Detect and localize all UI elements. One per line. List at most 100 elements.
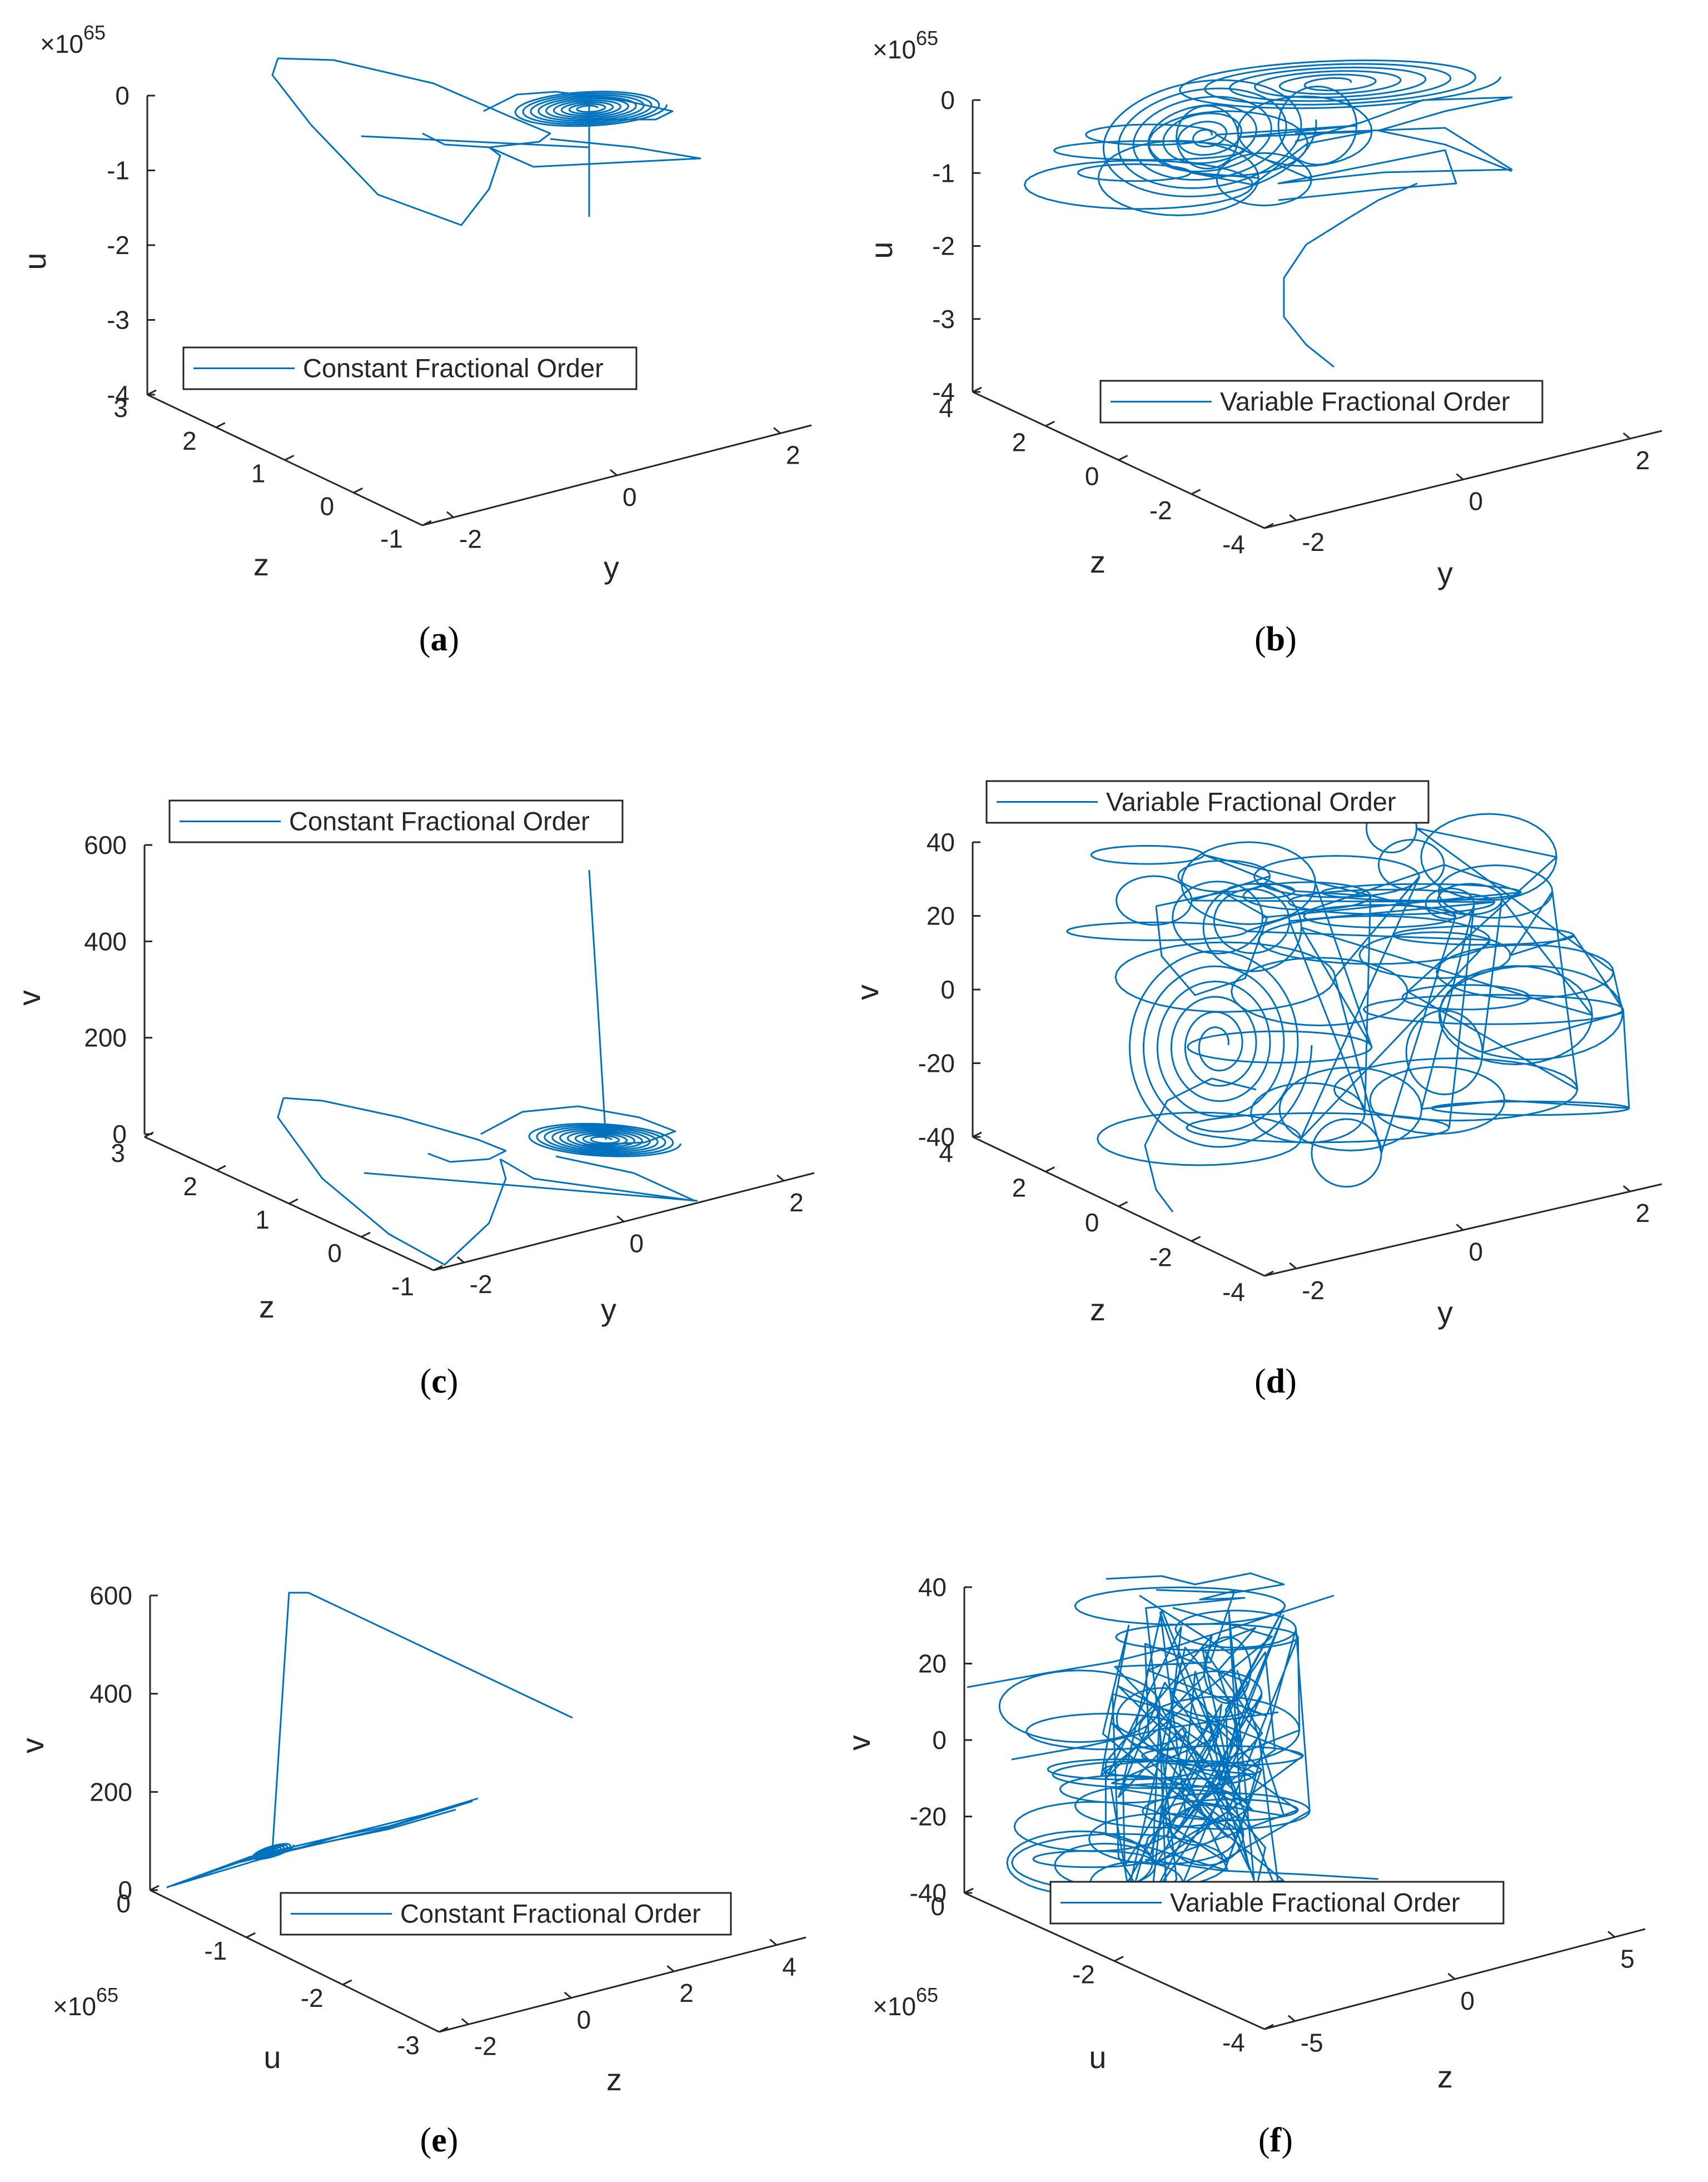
vertical-axis-label: u	[864, 241, 899, 259]
horizontal-tick-mark	[769, 1939, 778, 1946]
depth-tick-label: -2	[1149, 496, 1172, 525]
depth-tick-label: -1	[391, 1272, 414, 1301]
vertical-tick-label: 0	[940, 86, 955, 115]
trajectory-segment	[1066, 839, 1522, 1188]
legend: Variable Fractional Order	[1099, 380, 1543, 424]
horizontal-tick-label: 2	[1636, 446, 1650, 475]
depth-tick-mark	[964, 1887, 974, 1894]
depth-tick-mark	[353, 487, 363, 494]
legend: Variable Fractional Order	[985, 780, 1430, 824]
horizontal-tick-mark	[446, 511, 454, 518]
depth-tick-label: -2	[301, 1984, 323, 2012]
trajectory-segment	[1024, 86, 1373, 216]
vertical-tick-label: -40	[918, 1122, 955, 1151]
vertical-tick-label: 200	[84, 1023, 127, 1052]
depth-tick-label: 0	[930, 1892, 945, 1921]
caption-f: (f)	[1258, 2121, 1293, 2159]
horizontal-tick-mark	[1607, 1931, 1616, 1938]
trajectory-segment	[489, 138, 701, 168]
vertical-tick-label: 40	[918, 1573, 947, 1602]
horizontal-tick-label: 0	[1461, 1986, 1475, 2015]
trajectory-segment	[363, 1172, 698, 1202]
horizontal-tick-label: -2	[474, 2031, 497, 2060]
horizontal-tick-mark	[610, 469, 618, 476]
horizontal-tick-label: 0	[577, 2005, 591, 2034]
trajectory-f	[967, 1572, 1379, 1906]
horizontal-tick-label: 0	[630, 1229, 644, 1258]
panel-a: 0 -1 -2 -3 -4 u ×1065 3 2 1 0 -1 z -2 0 2 y Constant Frac…	[17, 21, 812, 585]
depth-tick-label: 3	[113, 394, 128, 423]
trajectory-segment	[277, 57, 551, 148]
horizontal-tick-label: -2	[470, 1270, 492, 1299]
vertical-tick-label: 400	[84, 927, 127, 956]
depth-tick-label: 4	[939, 394, 953, 423]
vertical-axis-label: v	[841, 1735, 877, 1751]
vertical-tick-label: -3	[932, 305, 955, 334]
caption-b: (b)	[1254, 620, 1297, 658]
depth-axis-label: z	[259, 1289, 275, 1324]
depth-tick-mark	[144, 1131, 154, 1138]
depth-axis-exponent: ×1065	[53, 1984, 118, 2021]
vertical-tick-label: 0	[118, 1876, 132, 1905]
depth-tick-mark	[1118, 455, 1128, 461]
depth-tick-mark	[342, 1979, 352, 1986]
caption-c: (c)	[420, 1363, 459, 1400]
trajectory-segment	[1129, 950, 1313, 1148]
legend: Constant Fractional Order	[182, 346, 638, 390]
horizontal-tick-label: -5	[1301, 2029, 1323, 2057]
horizontal-tick-label: -2	[459, 525, 482, 554]
trajectory-segment	[1155, 891, 1268, 996]
depth-tick-mark	[972, 386, 982, 393]
depth-tick-label: 4	[939, 1139, 953, 1167]
legend: Constant Fractional Order	[168, 799, 624, 843]
depth-tick-mark	[1114, 1956, 1124, 1962]
horizontal-tick-label: -2	[1302, 1276, 1324, 1305]
horizontal-tick-label: 2	[679, 1979, 694, 2007]
trajectory-segment	[283, 1097, 507, 1163]
panel-b: 0 -1 -2 -3 -4 u ×1065 4 2 0 -2 -4 z -2 0 2 y Variable Fra…	[864, 27, 1662, 590]
vertical-axis-label: v	[15, 1738, 50, 1753]
depth-tick-mark	[361, 1231, 371, 1238]
depth-tick-label: -1	[380, 524, 403, 553]
depth-axis-line	[150, 1889, 440, 2033]
depth-tick-label: 1	[251, 459, 266, 488]
horizontal-tick-label: -2	[1302, 528, 1324, 556]
depth-tick-label: 0	[1085, 1208, 1099, 1237]
depth-tick-label: -1	[204, 1936, 227, 1965]
legend-label: Constant Fractional Order	[303, 354, 604, 383]
legend-label: Constant Fractional Order	[289, 807, 590, 836]
trajectory-segment	[172, 1797, 479, 1887]
horizontal-tick-label: 0	[623, 483, 637, 511]
depth-tick-label: -4	[1222, 530, 1245, 559]
horizontal-axis-label: y	[601, 1292, 616, 1327]
depth-tick-mark	[1118, 1201, 1128, 1207]
horizontal-tick-mark	[1456, 1224, 1464, 1231]
horizontal-tick-label: 2	[1636, 1199, 1650, 1227]
trajectory-segment	[1179, 59, 1502, 110]
horizontal-axis-label: y	[604, 550, 619, 585]
depth-tick-label: 2	[182, 426, 197, 455]
trajectory-segment	[480, 1105, 676, 1146]
horizontal-tick-label: 5	[1620, 1944, 1635, 1973]
panel-e: 600 400 200 0 v 0 -1 -2 -3 u ×1065 -2 0 2 4 z Constant F…	[15, 1581, 806, 2097]
horizontal-tick-mark	[1289, 1262, 1297, 1269]
vertical-tick-label: -4	[107, 380, 130, 409]
vertical-tick-label: 20	[918, 1649, 947, 1678]
vertical-tick-label: 200	[89, 1777, 132, 1806]
horizontal-axis-label: y	[1437, 1295, 1453, 1330]
legend: Variable Fractional Order	[1049, 1881, 1505, 1925]
trajectory-segment	[1011, 1711, 1279, 1761]
vertical-tick-label: -20	[910, 1802, 947, 1831]
vertical-tick-label: 0	[932, 1726, 947, 1754]
trajectory-segment	[166, 1800, 473, 1888]
trajectory-segment	[588, 869, 607, 1140]
trajectory-c	[277, 869, 698, 1266]
vertical-tick-label: 0	[112, 1120, 127, 1149]
depth-tick-label: 0	[1085, 462, 1099, 491]
panel-f: 40 20 0 -20 -40 v 0 -2 -4 u ×1065 -5 0 5 z Variable Fra…	[841, 1572, 1646, 2094]
vertical-axis-label: u	[17, 252, 52, 270]
horizontal-tick-mark	[773, 427, 781, 434]
